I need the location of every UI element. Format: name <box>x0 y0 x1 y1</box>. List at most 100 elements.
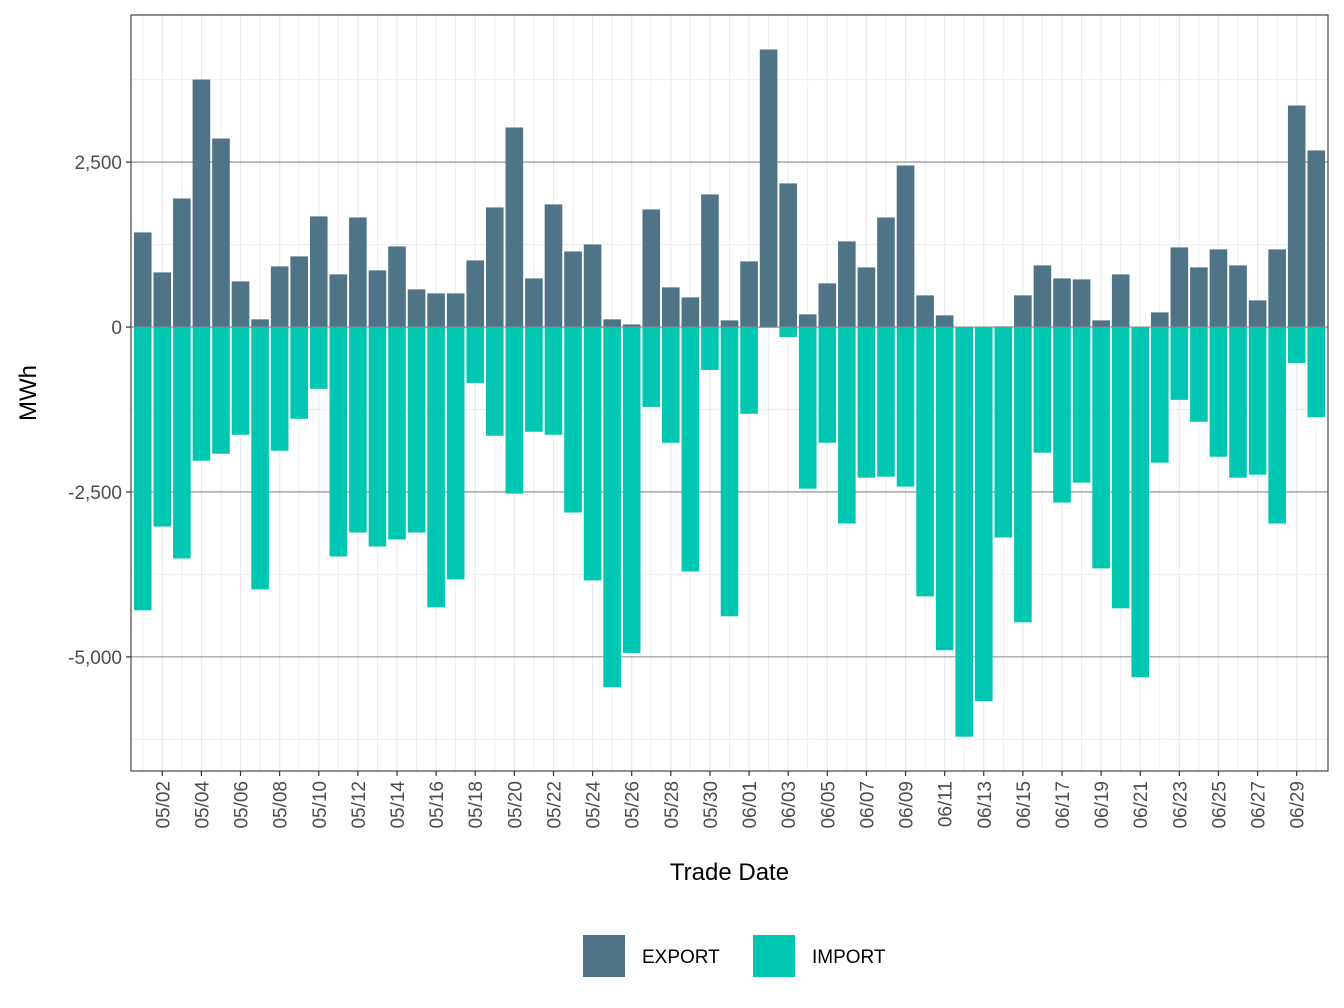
bar-import-06-04 <box>798 327 817 489</box>
x-tick-label: 06/13 <box>975 781 996 829</box>
x-tick-label: 05/30 <box>701 781 722 829</box>
bar-export-05-12 <box>349 217 367 328</box>
bar-export-06-18 <box>1072 279 1091 328</box>
bar-import-06-10 <box>916 327 934 597</box>
bar-import-05-16 <box>427 327 445 608</box>
bar-import-06-03 <box>779 327 797 337</box>
bar-export-05-14 <box>388 246 406 328</box>
bar-import-05-21 <box>525 327 543 432</box>
bar-export-05-27 <box>642 209 661 328</box>
x-axis: 05/02 05/04 05/06 05/08 05/10 05/12 05/14 05/16… <box>153 771 1309 829</box>
bar-import-05-27 <box>642 327 661 407</box>
legend-label-import: IMPORT <box>812 947 886 968</box>
x-tick-label: 06/19 <box>1092 781 1113 829</box>
x-tick-label: 05/24 <box>584 781 605 829</box>
bar-import-05-10 <box>309 327 328 389</box>
bar-export-05-30 <box>701 194 719 328</box>
bar-export-05-21 <box>525 278 543 328</box>
y-tick-label: 2,500 <box>74 153 122 174</box>
legend: EXPORT IMPORT <box>583 935 886 977</box>
y-tick-label: 0 <box>111 318 122 339</box>
bar-import-05-06 <box>231 327 250 435</box>
y-tick-label: -5,000 <box>68 648 122 669</box>
panel-border <box>130 14 1329 772</box>
x-tick-label: 05/10 <box>310 781 331 829</box>
bar-import-06-14 <box>994 327 1013 538</box>
legend-key-import <box>753 935 795 977</box>
bar-import-06-08 <box>877 327 895 477</box>
bar-export-05-04 <box>192 79 211 328</box>
y-axis: -5,000 -2,500 0 2,500 <box>68 153 131 669</box>
bar-export-06-24 <box>1190 267 1208 328</box>
x-tick-label: 06/25 <box>1209 781 1230 829</box>
bar-import-06-21 <box>1131 327 1150 678</box>
bar-import-05-05 <box>212 327 230 454</box>
bar-export-05-26 <box>622 324 641 328</box>
x-tick-label: 05/06 <box>232 781 253 829</box>
bar-import-05-07 <box>251 327 269 590</box>
bar-import-06-07 <box>857 327 876 478</box>
x-tick-label: 06/21 <box>1131 781 1152 829</box>
y-axis-title: MWh <box>15 365 42 421</box>
bar-import-06-29 <box>1287 327 1306 363</box>
legend-key-export <box>583 935 625 977</box>
bar-export-05-01 <box>133 232 152 328</box>
bar-export-06-29 <box>1287 105 1306 328</box>
bar-import-06-06 <box>838 327 856 524</box>
bar-export-06-23 <box>1170 247 1189 328</box>
x-tick-label: 06/15 <box>1014 781 1035 829</box>
bar-export-05-02 <box>153 272 172 328</box>
bar-import-06-22 <box>1150 327 1169 463</box>
bar-export-05-06 <box>231 281 250 328</box>
bar-import-05-17 <box>446 327 465 580</box>
bar-export-06-02 <box>759 49 778 328</box>
bar-import-06-30 <box>1307 327 1326 418</box>
bar-import-06-20 <box>1111 327 1130 609</box>
bar-import-05-23 <box>564 327 582 513</box>
x-tick-label: 06/23 <box>1170 781 1191 829</box>
bar-import-05-15 <box>407 327 426 533</box>
bar-export-06-07 <box>857 267 876 328</box>
bar-export-06-05 <box>818 283 837 328</box>
x-axis-title: Trade Date <box>670 859 789 886</box>
bar-export-06-09 <box>896 165 915 328</box>
bar-export-06-26 <box>1229 265 1247 328</box>
bar-import-06-09 <box>896 327 915 487</box>
bar-import-05-14 <box>388 327 406 540</box>
bar-export-06-30 <box>1307 150 1326 328</box>
x-tick-label: 05/04 <box>192 781 213 829</box>
x-tick-label: 06/27 <box>1249 781 1270 829</box>
bar-export-05-25 <box>603 319 621 328</box>
bar-export-05-13 <box>368 270 387 328</box>
bar-import-05-29 <box>681 327 700 572</box>
bar-import-06-16 <box>1033 327 1052 453</box>
bar-export-06-10 <box>916 295 934 328</box>
bar-export-06-15 <box>1014 295 1032 328</box>
bar-import-05-19 <box>485 327 504 436</box>
bar-export-05-23 <box>564 251 582 328</box>
bar-export-05-10 <box>309 216 328 328</box>
bar-import-06-27 <box>1248 327 1267 475</box>
bar-export-05-09 <box>290 256 309 328</box>
x-tick-label: 06/01 <box>740 781 761 829</box>
bar-import-05-31 <box>720 327 739 617</box>
x-tick-label: 05/18 <box>466 781 487 829</box>
bar-export-05-20 <box>505 127 524 328</box>
bar-import-05-13 <box>368 327 387 547</box>
bar-import-05-12 <box>349 327 367 533</box>
bar-export-06-28 <box>1268 249 1286 328</box>
bar-import-06-17 <box>1053 327 1071 503</box>
bar-export-05-22 <box>544 204 563 328</box>
x-tick-label: 06/05 <box>818 781 839 829</box>
bar-import-05-01 <box>133 327 152 611</box>
bar-export-06-20 <box>1111 274 1130 328</box>
bar-import-06-26 <box>1229 327 1247 478</box>
x-tick-label: 06/29 <box>1288 781 1309 829</box>
bar-export-05-17 <box>446 293 465 328</box>
bar-import-05-04 <box>192 327 211 461</box>
bar-import-06-15 <box>1014 327 1032 623</box>
bar-import-06-28 <box>1268 327 1286 524</box>
bar-export-06-08 <box>877 217 895 328</box>
x-tick-label: 05/12 <box>349 781 370 829</box>
bar-import-06-24 <box>1190 327 1208 422</box>
